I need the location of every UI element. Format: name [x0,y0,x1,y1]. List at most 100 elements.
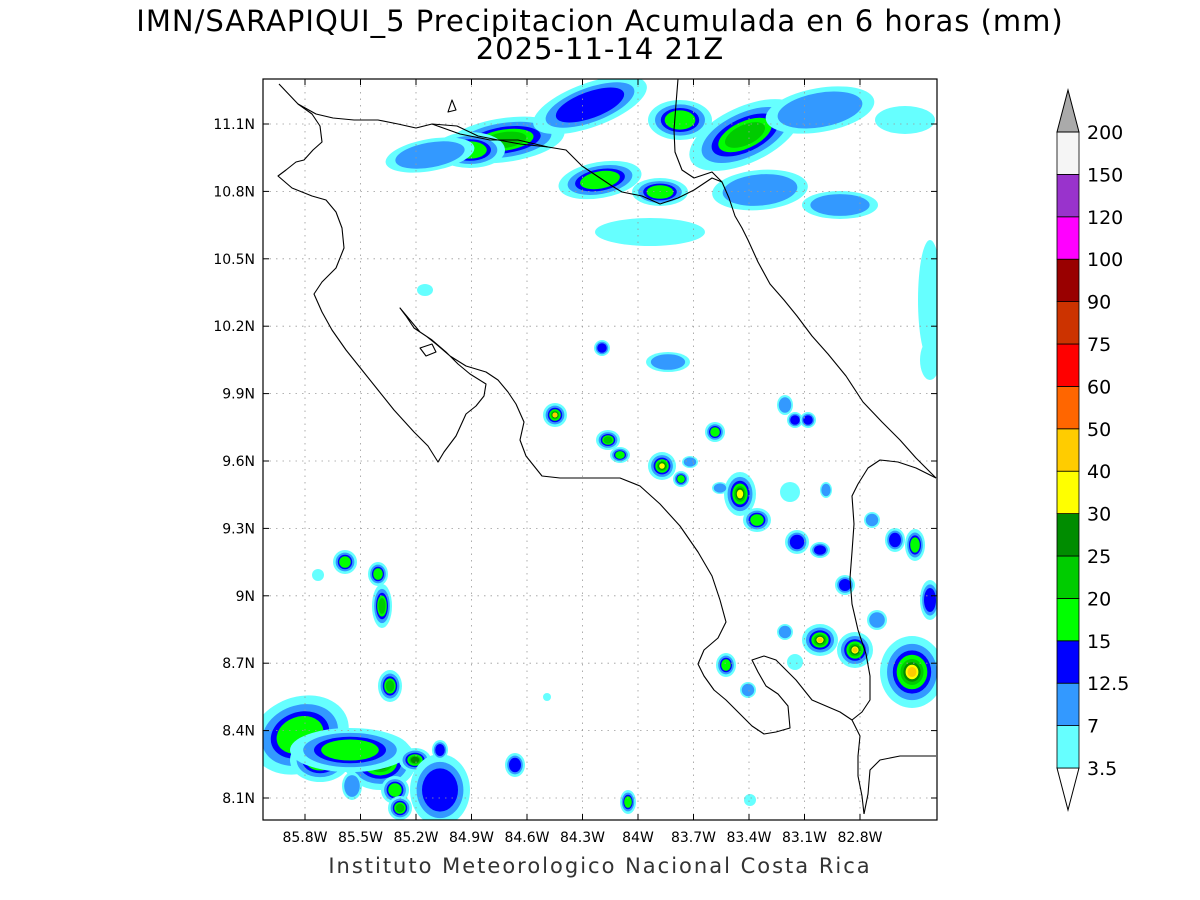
precip-contour [910,537,920,553]
precip-contour [603,436,613,444]
lake-fragment [447,99,457,113]
lon-tick-label: 85.2W [393,830,438,846]
lat-tick-label: 9N [236,589,255,605]
precip-contour [646,185,674,199]
precip-contour [659,463,665,469]
precip-contour [597,343,607,353]
legend-label: 40 [1087,461,1111,483]
lon-tick-label: 85.5W [338,830,383,846]
precip-contour [509,757,521,773]
legend-swatch [1056,216,1080,260]
precip-contour [839,579,851,591]
precip-contour [721,659,731,671]
precip-contour [918,240,937,360]
legend-swatch [1056,555,1080,599]
precip-contour [713,483,727,493]
nicoya-coastline [277,103,865,815]
nicoya-inner [419,343,437,357]
legend-label: 120 [1087,207,1123,229]
map-axes: 85.8W 85.5W 85.2W 84.9W 84.6W 84.3W 84W 83.7W 83… [213,79,937,846]
lat-tick-label: 9.9N [222,387,255,403]
legend-label: 20 [1087,588,1111,610]
precip-contour [378,598,386,614]
legend-swatch [1056,258,1080,303]
precip-contour [422,768,458,812]
institution-credit: Instituto Meteorologico Nacional Costa R… [328,854,872,878]
precip-contour [624,796,632,808]
lon-tick-label: 84.3W [560,830,605,846]
precip-contour [552,412,558,418]
precip-contour [821,483,831,497]
lat-tick-label: 8.4N [222,724,255,740]
legend-label: 50 [1087,419,1111,441]
lon-tick-label: 83.1W [782,830,827,846]
lon-tick-label: 82.8W [837,830,882,846]
nicaragua-border [431,123,549,148]
precip-contour [778,397,792,413]
legend-upper-arrow [1056,88,1080,133]
legend-label: 150 [1087,164,1123,186]
precip-contour [395,141,465,169]
precip-contour [339,556,351,568]
precip-contour [924,588,936,612]
precip-contour [724,122,766,148]
legend-swatch [1056,598,1080,642]
precip-contour [817,637,823,643]
legend-swatch [1056,640,1080,684]
precip-contour [664,110,696,130]
lon-tick-label: 85.8W [282,830,327,846]
legend-label: 15 [1087,631,1111,653]
precipitation-field [263,79,937,820]
coastline-borders [277,79,937,815]
lon-tick-label: 83.7W [671,830,716,846]
nicaragua-north-border [673,79,723,183]
precip-contour [750,514,764,526]
legend-label: 7 [1087,716,1099,738]
lon-tick-label: 84.9W [449,830,494,846]
precip-contour [312,569,324,581]
lon-tick-label: 84.6W [504,830,549,846]
legend-swatch [1056,343,1080,387]
legend-label: 100 [1087,249,1123,271]
precip-contour [869,612,885,628]
precip-contour [388,783,402,797]
precip-contour [875,106,935,134]
precip-contour [803,415,813,425]
map-gridlines [263,79,937,820]
precip-contour [435,744,445,756]
precip-contour [722,174,798,206]
lat-tick-label: 11.1N [213,117,255,133]
precip-contour [615,451,625,459]
legend-swatch [1056,725,1080,769]
lat-tick-label: 8.1N [222,791,255,807]
legend-label: 25 [1087,546,1111,568]
precip-contour [907,666,917,678]
panama-border [849,459,937,721]
precip-contour [417,284,433,296]
legend-label: 60 [1087,376,1111,398]
precip-contour [741,683,755,697]
precip-contour [677,475,685,483]
precip-contour [787,654,803,670]
legend-lower-arrow [1056,767,1080,812]
lat-tick-label: 9.6N [222,454,255,470]
legend-swatch [1056,682,1080,727]
map-title: IMN/SARAPIQUI_5 Precipitacion Acumulada … [136,4,1064,38]
lat-tick-label: 8.7N [222,656,255,672]
precip-contour [920,340,937,380]
precip-contour [780,482,800,502]
precip-contour [710,427,720,437]
legend-label: 200 [1087,122,1123,144]
legend-swatch [1056,131,1080,175]
legend-label: 90 [1087,292,1111,314]
legend-swatch [1056,470,1080,515]
panama-pacific-coast [863,755,936,815]
lon-tick-label: 84W [622,830,654,846]
precip-contour [555,87,625,123]
precip-contour [777,91,863,129]
precip-contour [373,568,383,580]
precip-contour [744,794,756,806]
lat-tick-label: 10.8N [213,184,255,200]
precip-contour [650,354,686,370]
